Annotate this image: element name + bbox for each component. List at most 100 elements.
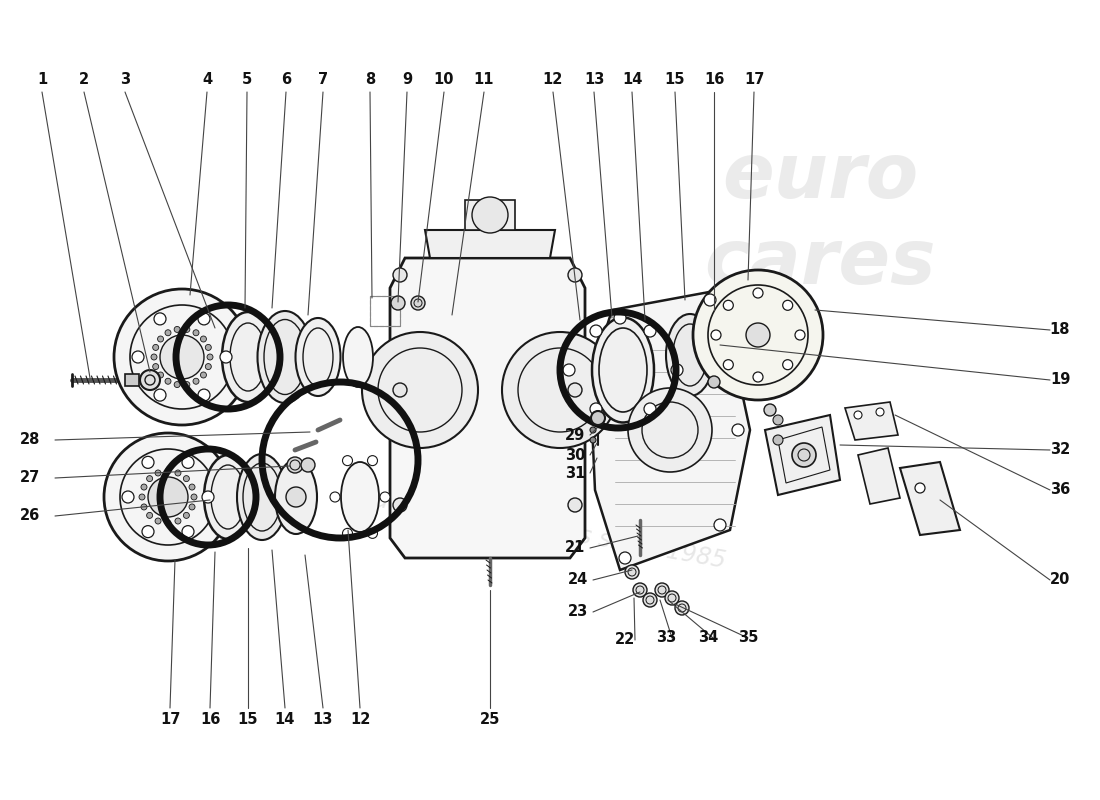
- Circle shape: [153, 363, 158, 370]
- Circle shape: [175, 470, 180, 476]
- Ellipse shape: [236, 454, 287, 540]
- Text: 18: 18: [1049, 322, 1070, 338]
- Circle shape: [590, 403, 602, 415]
- Text: 25: 25: [480, 713, 501, 727]
- Text: 14: 14: [621, 73, 642, 87]
- Circle shape: [165, 330, 170, 336]
- Ellipse shape: [275, 460, 317, 534]
- Circle shape: [184, 512, 189, 518]
- Circle shape: [174, 382, 180, 387]
- Text: 16: 16: [704, 73, 724, 87]
- Circle shape: [165, 520, 170, 526]
- Text: 5: 5: [242, 73, 252, 87]
- Circle shape: [666, 591, 679, 605]
- Circle shape: [342, 456, 352, 466]
- Circle shape: [472, 197, 508, 233]
- Circle shape: [783, 360, 793, 370]
- Circle shape: [330, 492, 340, 502]
- Circle shape: [675, 601, 689, 615]
- Polygon shape: [425, 230, 556, 258]
- Text: 12: 12: [350, 713, 371, 727]
- Circle shape: [876, 408, 884, 416]
- Circle shape: [614, 312, 626, 324]
- Circle shape: [411, 296, 425, 310]
- Circle shape: [708, 376, 720, 388]
- Circle shape: [301, 458, 315, 472]
- Circle shape: [915, 483, 925, 493]
- Circle shape: [625, 565, 639, 579]
- Text: 36: 36: [1049, 482, 1070, 498]
- Circle shape: [114, 289, 250, 425]
- Circle shape: [287, 457, 303, 473]
- Circle shape: [393, 383, 407, 397]
- Circle shape: [175, 518, 180, 524]
- Circle shape: [590, 325, 602, 337]
- Text: 16: 16: [200, 713, 220, 727]
- Text: 21: 21: [564, 541, 585, 555]
- Circle shape: [141, 484, 147, 490]
- Circle shape: [590, 427, 596, 433]
- Circle shape: [732, 424, 744, 436]
- Circle shape: [122, 491, 134, 503]
- Circle shape: [854, 411, 862, 419]
- Circle shape: [154, 389, 166, 401]
- Circle shape: [142, 456, 154, 468]
- Text: 10: 10: [433, 73, 454, 87]
- Text: 20: 20: [1049, 573, 1070, 587]
- Text: 15: 15: [238, 713, 258, 727]
- Text: 30: 30: [564, 447, 585, 462]
- Text: 15: 15: [664, 73, 685, 87]
- Circle shape: [146, 476, 153, 482]
- Text: 6: 6: [280, 73, 292, 87]
- Circle shape: [590, 437, 596, 443]
- Circle shape: [207, 354, 213, 360]
- Text: 8: 8: [365, 73, 375, 87]
- Text: 4: 4: [202, 73, 212, 87]
- Circle shape: [140, 370, 159, 390]
- Text: 11: 11: [474, 73, 494, 87]
- Circle shape: [154, 313, 166, 325]
- Circle shape: [206, 363, 211, 370]
- Text: 24: 24: [568, 573, 588, 587]
- Circle shape: [754, 372, 763, 382]
- Ellipse shape: [343, 327, 373, 387]
- Polygon shape: [900, 462, 960, 535]
- Circle shape: [367, 528, 377, 538]
- Circle shape: [142, 526, 154, 538]
- Circle shape: [563, 364, 575, 376]
- Circle shape: [200, 336, 207, 342]
- Text: 31: 31: [564, 466, 585, 481]
- Text: 33: 33: [656, 630, 676, 646]
- Text: 23: 23: [568, 605, 588, 619]
- Circle shape: [132, 351, 144, 363]
- Circle shape: [568, 498, 582, 512]
- Ellipse shape: [204, 455, 252, 539]
- Circle shape: [182, 456, 194, 468]
- Circle shape: [714, 519, 726, 531]
- Circle shape: [182, 526, 194, 538]
- Circle shape: [192, 378, 199, 384]
- Circle shape: [198, 313, 210, 325]
- Ellipse shape: [296, 318, 341, 396]
- Circle shape: [644, 403, 656, 415]
- Circle shape: [160, 335, 204, 379]
- Circle shape: [773, 415, 783, 425]
- Circle shape: [157, 336, 164, 342]
- Circle shape: [393, 498, 407, 512]
- Circle shape: [591, 411, 605, 425]
- Circle shape: [157, 372, 164, 378]
- Circle shape: [165, 378, 170, 384]
- Text: 32: 32: [1049, 442, 1070, 458]
- Circle shape: [704, 294, 716, 306]
- Text: 7: 7: [318, 73, 328, 87]
- Circle shape: [628, 388, 712, 472]
- Circle shape: [153, 345, 158, 350]
- Text: 29: 29: [565, 427, 585, 442]
- Text: 13: 13: [584, 73, 604, 87]
- Circle shape: [189, 504, 195, 510]
- Bar: [125, 374, 139, 386]
- Circle shape: [390, 296, 405, 310]
- Circle shape: [644, 325, 656, 337]
- Circle shape: [192, 330, 199, 336]
- Circle shape: [184, 476, 189, 482]
